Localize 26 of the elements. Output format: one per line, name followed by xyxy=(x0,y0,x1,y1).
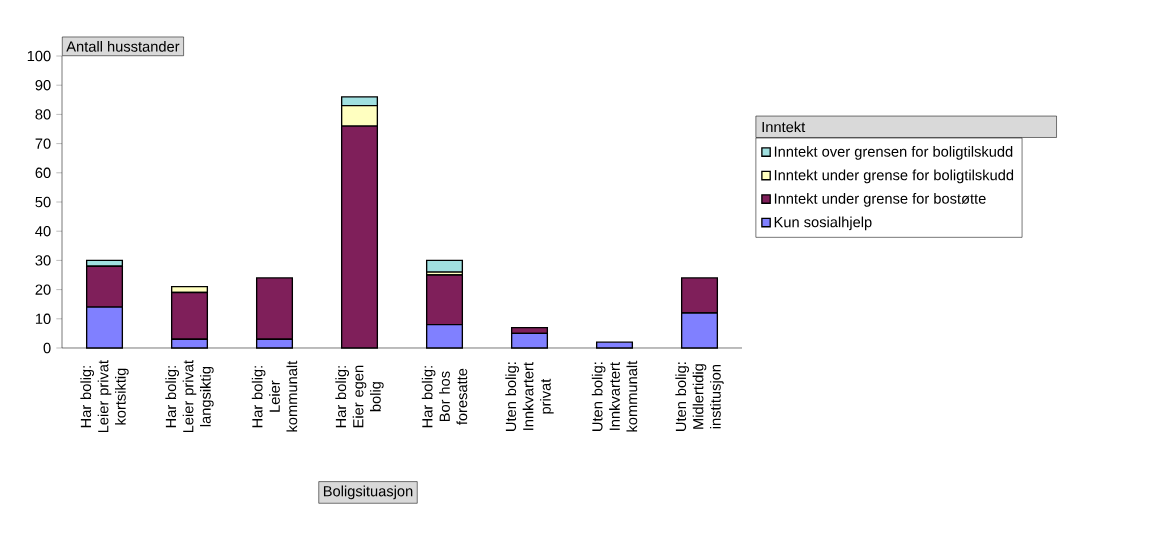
y-tick-label: 10 xyxy=(35,313,51,324)
x-tick-label: Uten bolig: Midlertidig institusjon xyxy=(675,362,724,431)
y-tick-label: 70 xyxy=(35,138,51,149)
y-tick-label: 60 xyxy=(35,167,51,178)
x-tick-label: Har bolig: Bor hos foresatte xyxy=(421,366,468,428)
y-tick-label: 30 xyxy=(35,255,51,266)
y-tick-label: 0 xyxy=(43,342,51,354)
y-tick-label: 40 xyxy=(35,226,51,237)
y-tick-label: 20 xyxy=(35,284,51,295)
x-tick-label: Har bolig: Leier privat langsiktig xyxy=(165,360,214,433)
x-tick-label: Har bolig: Eier egen bolig xyxy=(335,365,384,428)
legend-title: Inntekt xyxy=(762,121,806,133)
x-axis-title: Boligsituasjon xyxy=(323,485,413,500)
y-tick-label: 90 xyxy=(35,80,51,91)
legend-label: Inntekt over grensen for boligtilskudd xyxy=(774,146,1013,160)
y-tick-label: 50 xyxy=(35,196,51,208)
legend-label: Kun sosialhjelp xyxy=(774,216,872,231)
legend-label: Inntekt under grense for bostøtte xyxy=(774,193,986,207)
legend-label: Inntekt under grense for boligtilskudd xyxy=(774,169,1014,184)
y-axis-title: Antall husstander xyxy=(66,40,180,52)
x-tick-label: Har bolig: Leier kommunalt xyxy=(251,360,298,432)
x-tick-label: Uten bolig: Innkvartert kommunalt xyxy=(591,360,638,432)
x-tick-label: Uten bolig: Innkvartert privat xyxy=(505,362,554,431)
x-tick-label: Har bolig: Leier privat kortsiktig xyxy=(80,360,129,433)
y-tick-label: 100 xyxy=(27,50,51,62)
y-tick-label: 80 xyxy=(35,109,51,120)
